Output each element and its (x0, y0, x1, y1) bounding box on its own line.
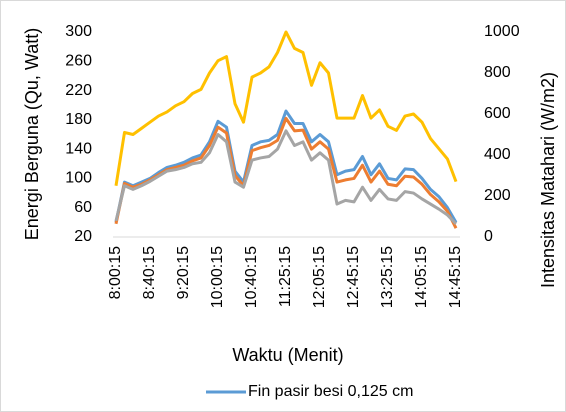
x-tick-label: 9:20:15 (175, 246, 192, 299)
x-tick-label: 14:05:15 (413, 246, 430, 308)
y2-tick-label: 600 (484, 105, 511, 122)
x-tick-label: 8:40:15 (141, 246, 158, 299)
y-tick-label: 140 (65, 140, 92, 157)
series-line (114, 116, 458, 229)
x-tick-label: 12:45:15 (345, 246, 362, 308)
series-line (114, 109, 458, 224)
x-tick-label: 12:05:15 (311, 246, 328, 308)
series-line (114, 129, 458, 225)
x-tick-label: 10:40:15 (243, 246, 260, 308)
y2-tick-label: 0 (484, 228, 493, 245)
legend-label: Fin pasir besi 0,125 cm (248, 383, 413, 400)
y-tick-label: 180 (65, 111, 92, 128)
y-tick-label: 300 (65, 23, 92, 40)
y-tick-label: 100 (65, 170, 92, 187)
y2-tick-label: 200 (484, 187, 511, 204)
x-tick-label: 13:25:15 (379, 246, 396, 308)
x-tick-label: 14:45:15 (447, 246, 464, 308)
series-line (114, 30, 458, 186)
y-tick-label: 220 (65, 82, 92, 99)
x-tick-label: 8:00:15 (107, 246, 124, 299)
y-tick-label: 260 (65, 53, 92, 70)
x-tick-label: 11:25:15 (277, 246, 294, 307)
x-tick-label: 10:00:15 (209, 246, 226, 308)
y-tick-label: 60 (74, 199, 92, 216)
y2-tick-label: 800 (484, 64, 511, 81)
x-axis-title: Waktu (Menit) (232, 345, 343, 365)
y2-axis-title: Intensitas Matahari (W/m2) (538, 72, 558, 288)
y2-tick-label: 400 (484, 146, 511, 163)
y2-tick-label: 1000 (484, 23, 520, 40)
y-tick-label: 20 (74, 228, 92, 245)
y-axis-title: Energi Berguna (Qu, Watt) (22, 28, 42, 240)
